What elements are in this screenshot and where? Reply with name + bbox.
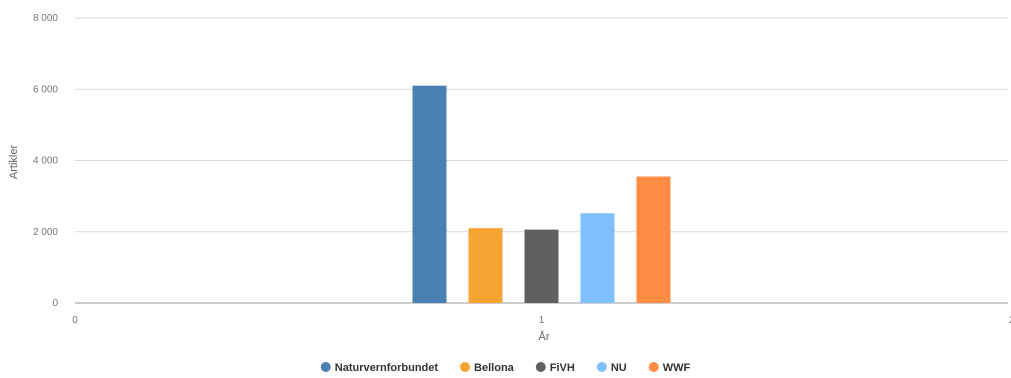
legend-label: WWF <box>663 362 691 374</box>
x-axis-title: År <box>539 330 550 343</box>
y-tick-label: 8 000 <box>33 13 58 24</box>
bar-wwf <box>636 176 671 303</box>
y-tick-label: 2 000 <box>33 227 58 238</box>
legend-item: FiVH <box>535 362 575 374</box>
x-tick-label: 2 <box>1009 315 1011 326</box>
legend-marker <box>460 362 471 372</box>
legend-item: NU <box>596 362 627 374</box>
bars <box>412 85 671 303</box>
legend-label: FiVH <box>550 362 575 374</box>
x-tick-label: 1 <box>539 315 545 326</box>
y-tick-label: 4 000 <box>33 156 58 167</box>
bar-naturvernforbundet <box>412 85 447 303</box>
legend-item: Naturvernforbundet <box>320 362 439 374</box>
y-tick-label: 0 <box>52 298 58 309</box>
legend: Naturvernforbundet Bellona FiVH NU WWF <box>320 362 691 374</box>
legend-item: WWF <box>648 362 691 374</box>
x-axis-ticks: 0 1 2 <box>72 315 1011 326</box>
gridlines <box>75 17 1008 304</box>
legend-label: Naturvernforbundet <box>335 362 439 374</box>
x-tick-label: 0 <box>72 315 78 326</box>
legend-item: Bellona <box>460 362 515 374</box>
legend-label: Bellona <box>474 362 515 374</box>
legend-marker <box>596 362 607 372</box>
legend-label: NU <box>611 362 627 374</box>
legend-marker <box>320 362 331 372</box>
y-axis-title: Artikler <box>8 145 20 180</box>
bar-nu <box>580 213 615 303</box>
bar-bellona <box>468 228 503 303</box>
y-tick-label: 6 000 <box>33 84 58 95</box>
legend-marker <box>535 362 546 372</box>
legend-marker <box>648 362 659 372</box>
bar-fivh <box>524 229 559 303</box>
y-axis-ticks: 0 2 000 4 000 6 000 8 000 <box>33 13 58 309</box>
